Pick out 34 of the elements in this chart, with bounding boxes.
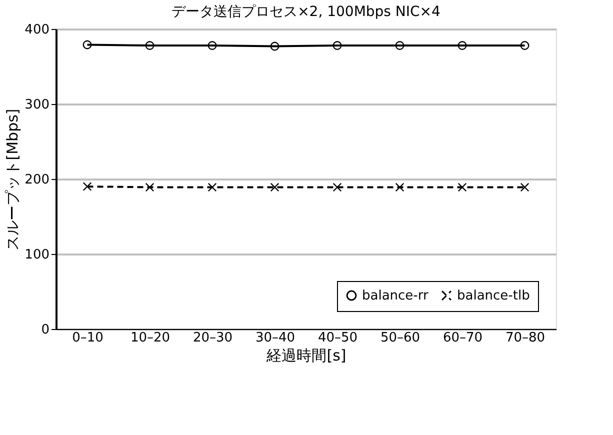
point: [458, 182, 467, 192]
x-tick-label: 10–20: [130, 330, 170, 346]
y-tick-label: 300: [24, 98, 50, 112]
point: [395, 41, 404, 50]
legend-label: balance-rr: [362, 288, 429, 304]
x-tick-label: 30–40: [255, 330, 296, 346]
point: [332, 41, 342, 50]
legend-label: balance-tlb: [457, 288, 530, 304]
x-tick-label: 70–80: [505, 330, 546, 346]
y-axis-title: スループット[Mbps]: [4, 108, 22, 250]
x-tick-label: 0–10: [72, 330, 104, 346]
point: [458, 41, 467, 50]
point: [332, 182, 342, 192]
x-tick-label: 20–30: [192, 330, 233, 346]
y-tick-label: 400: [24, 22, 50, 38]
point: [520, 41, 530, 50]
y-tick-label: 0: [41, 322, 50, 338]
x-tick-label: 60–70: [442, 330, 483, 346]
x-tick-label: 40–50: [318, 330, 358, 346]
point: [395, 182, 404, 192]
point: [208, 41, 217, 50]
point: [520, 182, 530, 192]
point: [82, 40, 92, 50]
point: [145, 41, 154, 50]
y-tick-label: 200: [24, 172, 50, 188]
point: [208, 182, 217, 192]
point: [82, 182, 92, 191]
point: [145, 182, 154, 192]
chart-title: データ送信プロセス×2, 100Mbps NIC×4: [172, 4, 441, 20]
x-tick-label: 50–60: [380, 330, 420, 346]
point: [270, 182, 280, 192]
x-axis-title: 経過時間[s]: [266, 346, 346, 364]
y-tick-label: 100: [24, 248, 50, 262]
point: [270, 42, 280, 51]
